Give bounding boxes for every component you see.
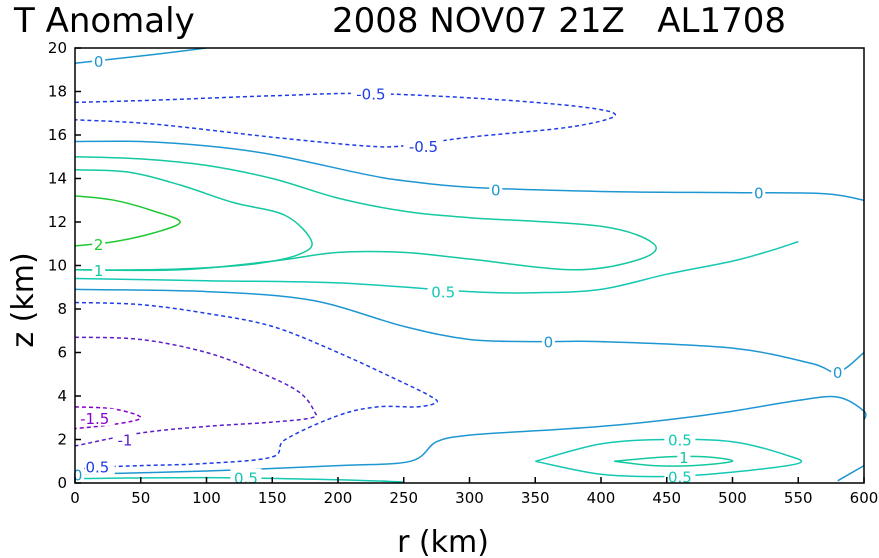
contour-label-bg [74, 457, 115, 475]
plot-frame [74, 47, 865, 484]
contour-lines [74, 47, 867, 483]
y-tick-label: 14 [48, 170, 67, 188]
x-tick-label: 550 [784, 489, 813, 507]
contour-line-c16 [837, 464, 865, 482]
contour-label: 0 [491, 181, 501, 199]
contour-label: 0 [544, 334, 554, 352]
contour-line-c4 [74, 156, 657, 272]
y-tick-label: 8 [57, 300, 67, 318]
x-tick-label: 450 [652, 489, 681, 507]
contour-label-bg [74, 408, 115, 426]
contour-line-c7 [74, 240, 799, 294]
contour-line-c3 [74, 140, 865, 202]
y-tick-label: 4 [57, 387, 67, 405]
contour-label: 1 [94, 262, 104, 280]
y-tick-label: 0 [57, 474, 67, 492]
contour-line-c2 [74, 92, 617, 148]
y-tick-label: 12 [48, 213, 67, 231]
x-tick-label: 100 [192, 489, 221, 507]
contour-label: -0.5 [409, 138, 438, 156]
contour-line-c14 [614, 455, 734, 467]
contour-label: 0.5 [668, 468, 692, 486]
contour-label: 1 [679, 449, 689, 467]
x-axis-label: r (km) [397, 525, 489, 558]
x-tick-label: 400 [587, 489, 616, 507]
y-axis-label: z (km) [6, 252, 41, 347]
contour-label: -1.5 [80, 410, 109, 428]
contour-line-c12 [74, 395, 867, 476]
contour-label: 0.5 [431, 284, 455, 302]
y-tick-label: 18 [48, 83, 67, 101]
contour-line-c10 [74, 336, 318, 447]
y-tick-label: 2 [57, 431, 67, 449]
y-tick-label: 6 [57, 344, 67, 362]
contour-label: 0.5 [668, 432, 692, 450]
x-tick-label: 500 [718, 489, 747, 507]
contour-label-bg [541, 332, 555, 350]
x-tick-label: 0 [70, 489, 80, 507]
contour-label: -0.5 [356, 86, 385, 104]
contour-label: 0.5 [234, 470, 258, 488]
contour-label-bg [489, 180, 503, 198]
contour-label-bg [92, 234, 106, 252]
contour-label-bg [831, 363, 845, 381]
contour-label: 0 [754, 185, 764, 203]
contour-line-c9 [74, 301, 439, 469]
contour-label: 0 [73, 466, 83, 484]
contour-label-bg [427, 282, 459, 300]
contour-label-bg [664, 467, 696, 485]
contour-label: -0.5 [80, 459, 109, 477]
y-tick-label: 20 [48, 39, 67, 57]
contour-label: 0 [94, 53, 104, 71]
contour-label-bg [403, 136, 444, 154]
contour-line-c11 [74, 406, 142, 430]
x-axis: 0 50 100 150 200 250 300 350 400 450 500 550 600 [70, 477, 878, 507]
x-tick-label: 300 [455, 489, 484, 507]
x-tick-label: 350 [521, 489, 550, 507]
x-tick-label: 150 [258, 489, 287, 507]
contour-label-bg [677, 447, 691, 465]
contour-label-bg [113, 430, 136, 448]
chart-title-right: 2008 NOV07 21Z AL1708 [332, 1, 786, 41]
x-tick-label: 600 [850, 489, 879, 507]
contour-line-c8 [74, 288, 865, 374]
contour-line-c5 [74, 169, 313, 271]
x-tick-label: 250 [389, 489, 418, 507]
contour-label-bg [664, 430, 696, 448]
contour-label-bg [350, 84, 391, 102]
contour-label-bg [92, 260, 106, 278]
contour-label: 0 [833, 364, 843, 382]
contour-line-c13 [535, 438, 803, 478]
x-tick-label: 200 [324, 489, 353, 507]
contour-label: 2 [94, 236, 104, 254]
chart-title-left: T Anomaly [13, 1, 195, 41]
x-tick-label: 50 [131, 489, 150, 507]
y-tick-label: 10 [48, 257, 67, 275]
contour-label-bg [752, 183, 766, 201]
y-tick-label: 16 [48, 126, 67, 144]
contour-label: -1 [117, 432, 132, 450]
contour-label-bg [92, 52, 106, 70]
contour-line-c6 [74, 195, 181, 247]
contour-label-bg [230, 468, 262, 486]
